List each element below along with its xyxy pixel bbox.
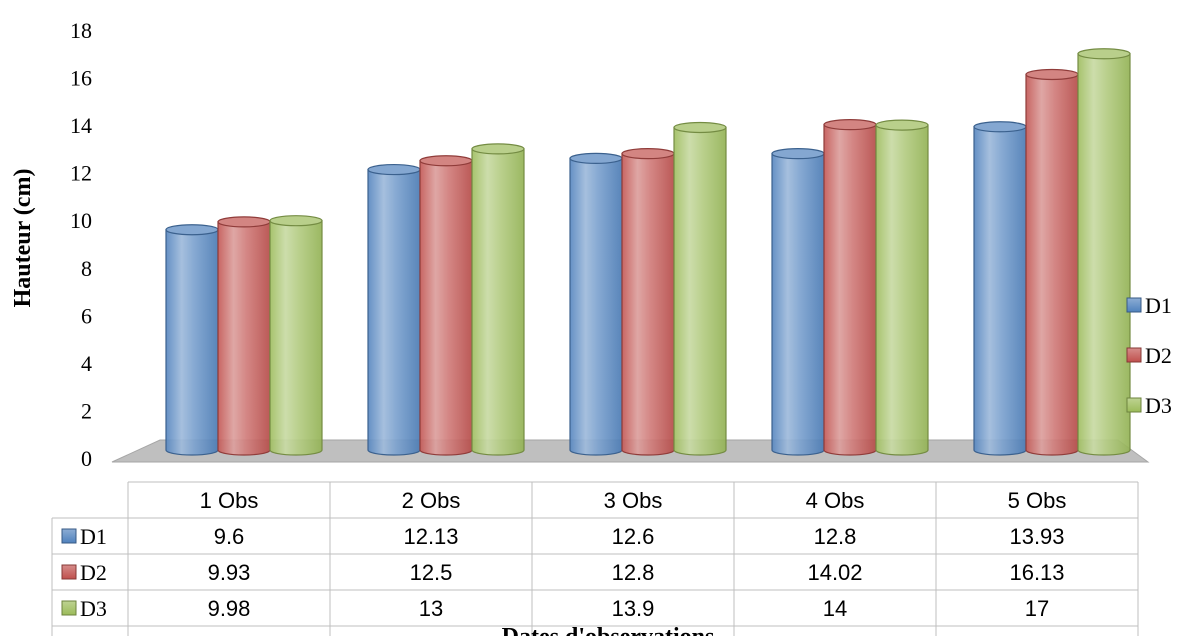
y-tick-label: 12	[70, 161, 92, 186]
table-cell: 14.02	[807, 560, 862, 585]
table-series-label: D3	[80, 596, 107, 621]
bar-d3-2	[471, 143, 525, 456]
legend-item-d1: D1	[1126, 293, 1172, 318]
table-cell: 13.93	[1009, 524, 1064, 549]
y-tick-label: 6	[81, 303, 92, 328]
table-cell: 16.13	[1009, 560, 1064, 585]
bar-d3-4	[875, 119, 929, 456]
data-table: 1 Obs 2 Obs 3 Obs 4 Obs 5 Obs D1 9.6 12.13 12.6 1…	[51, 481, 1139, 636]
legend-item-d3: D3	[1126, 393, 1172, 418]
y-tick-label: 16	[70, 66, 92, 91]
bar-d1-1	[165, 224, 219, 456]
legend-item-d2: D2	[1126, 343, 1172, 368]
table-header-cell: 1 Obs	[200, 488, 259, 513]
bars	[165, 48, 1131, 456]
bar-d1-4	[771, 148, 825, 456]
bar-d2-1	[217, 216, 271, 456]
table-cell: 9.6	[214, 524, 245, 549]
table-header-cell: 3 Obs	[604, 488, 663, 513]
bar-d2-4	[823, 119, 877, 456]
table-cell: 12.8	[814, 524, 857, 549]
bar-d2-5	[1025, 68, 1079, 456]
table-cell: 9.98	[208, 596, 251, 621]
y-tick-label: 4	[81, 351, 92, 376]
legend-swatch	[1126, 347, 1142, 363]
bar-d1-5	[973, 121, 1027, 456]
y-axis-label: Hauteur (cm)	[10, 169, 36, 308]
table-header-cell: 4 Obs	[806, 488, 865, 513]
y-tick-label: 10	[70, 208, 92, 233]
bar-d3-3	[673, 121, 727, 456]
bar-d1-3	[569, 152, 623, 456]
table-series-swatch	[61, 564, 77, 580]
y-tick-label: 14	[70, 113, 92, 138]
table-cell: 12.8	[612, 560, 655, 585]
bar-d2-2	[419, 155, 473, 456]
y-tick-label: 8	[81, 256, 92, 281]
y-tick-label: 18	[70, 18, 92, 43]
bar-d3-5	[1077, 48, 1131, 456]
legend-label: D3	[1145, 393, 1172, 418]
y-tick-label: 0	[81, 446, 92, 471]
table-cell: 17	[1025, 596, 1049, 621]
table-series-swatch	[61, 528, 77, 544]
table-series-swatch	[61, 600, 77, 616]
table-cell: 13.9	[612, 596, 655, 621]
legend-swatch	[1126, 397, 1142, 413]
table-series-label: D1	[80, 524, 107, 549]
legend-swatch	[1126, 297, 1142, 313]
table-cell: 12.5	[410, 560, 453, 585]
legend-label: D2	[1145, 343, 1172, 368]
legend-label: D1	[1145, 293, 1172, 318]
x-axis-label: Dates d'observations	[502, 624, 715, 636]
table-series-label: D2	[80, 560, 107, 585]
table-cell: 12.6	[612, 524, 655, 549]
bar-d1-2	[367, 163, 421, 456]
table-cell: 14	[823, 596, 847, 621]
table-header-cell: 2 Obs	[402, 488, 461, 513]
y-tick-label: 2	[81, 398, 92, 423]
table-cell: 12.13	[403, 524, 458, 549]
legend: D1 D2 D3	[1126, 293, 1172, 418]
y-axis: 0 2 4 6 8 10 12 14 16 18	[70, 18, 92, 471]
bar-d3-1	[269, 215, 323, 456]
table-cell: 13	[419, 596, 443, 621]
bar-d2-3	[621, 148, 675, 456]
table-cell: 9.93	[208, 560, 251, 585]
table-header-cell: 5 Obs	[1008, 488, 1067, 513]
